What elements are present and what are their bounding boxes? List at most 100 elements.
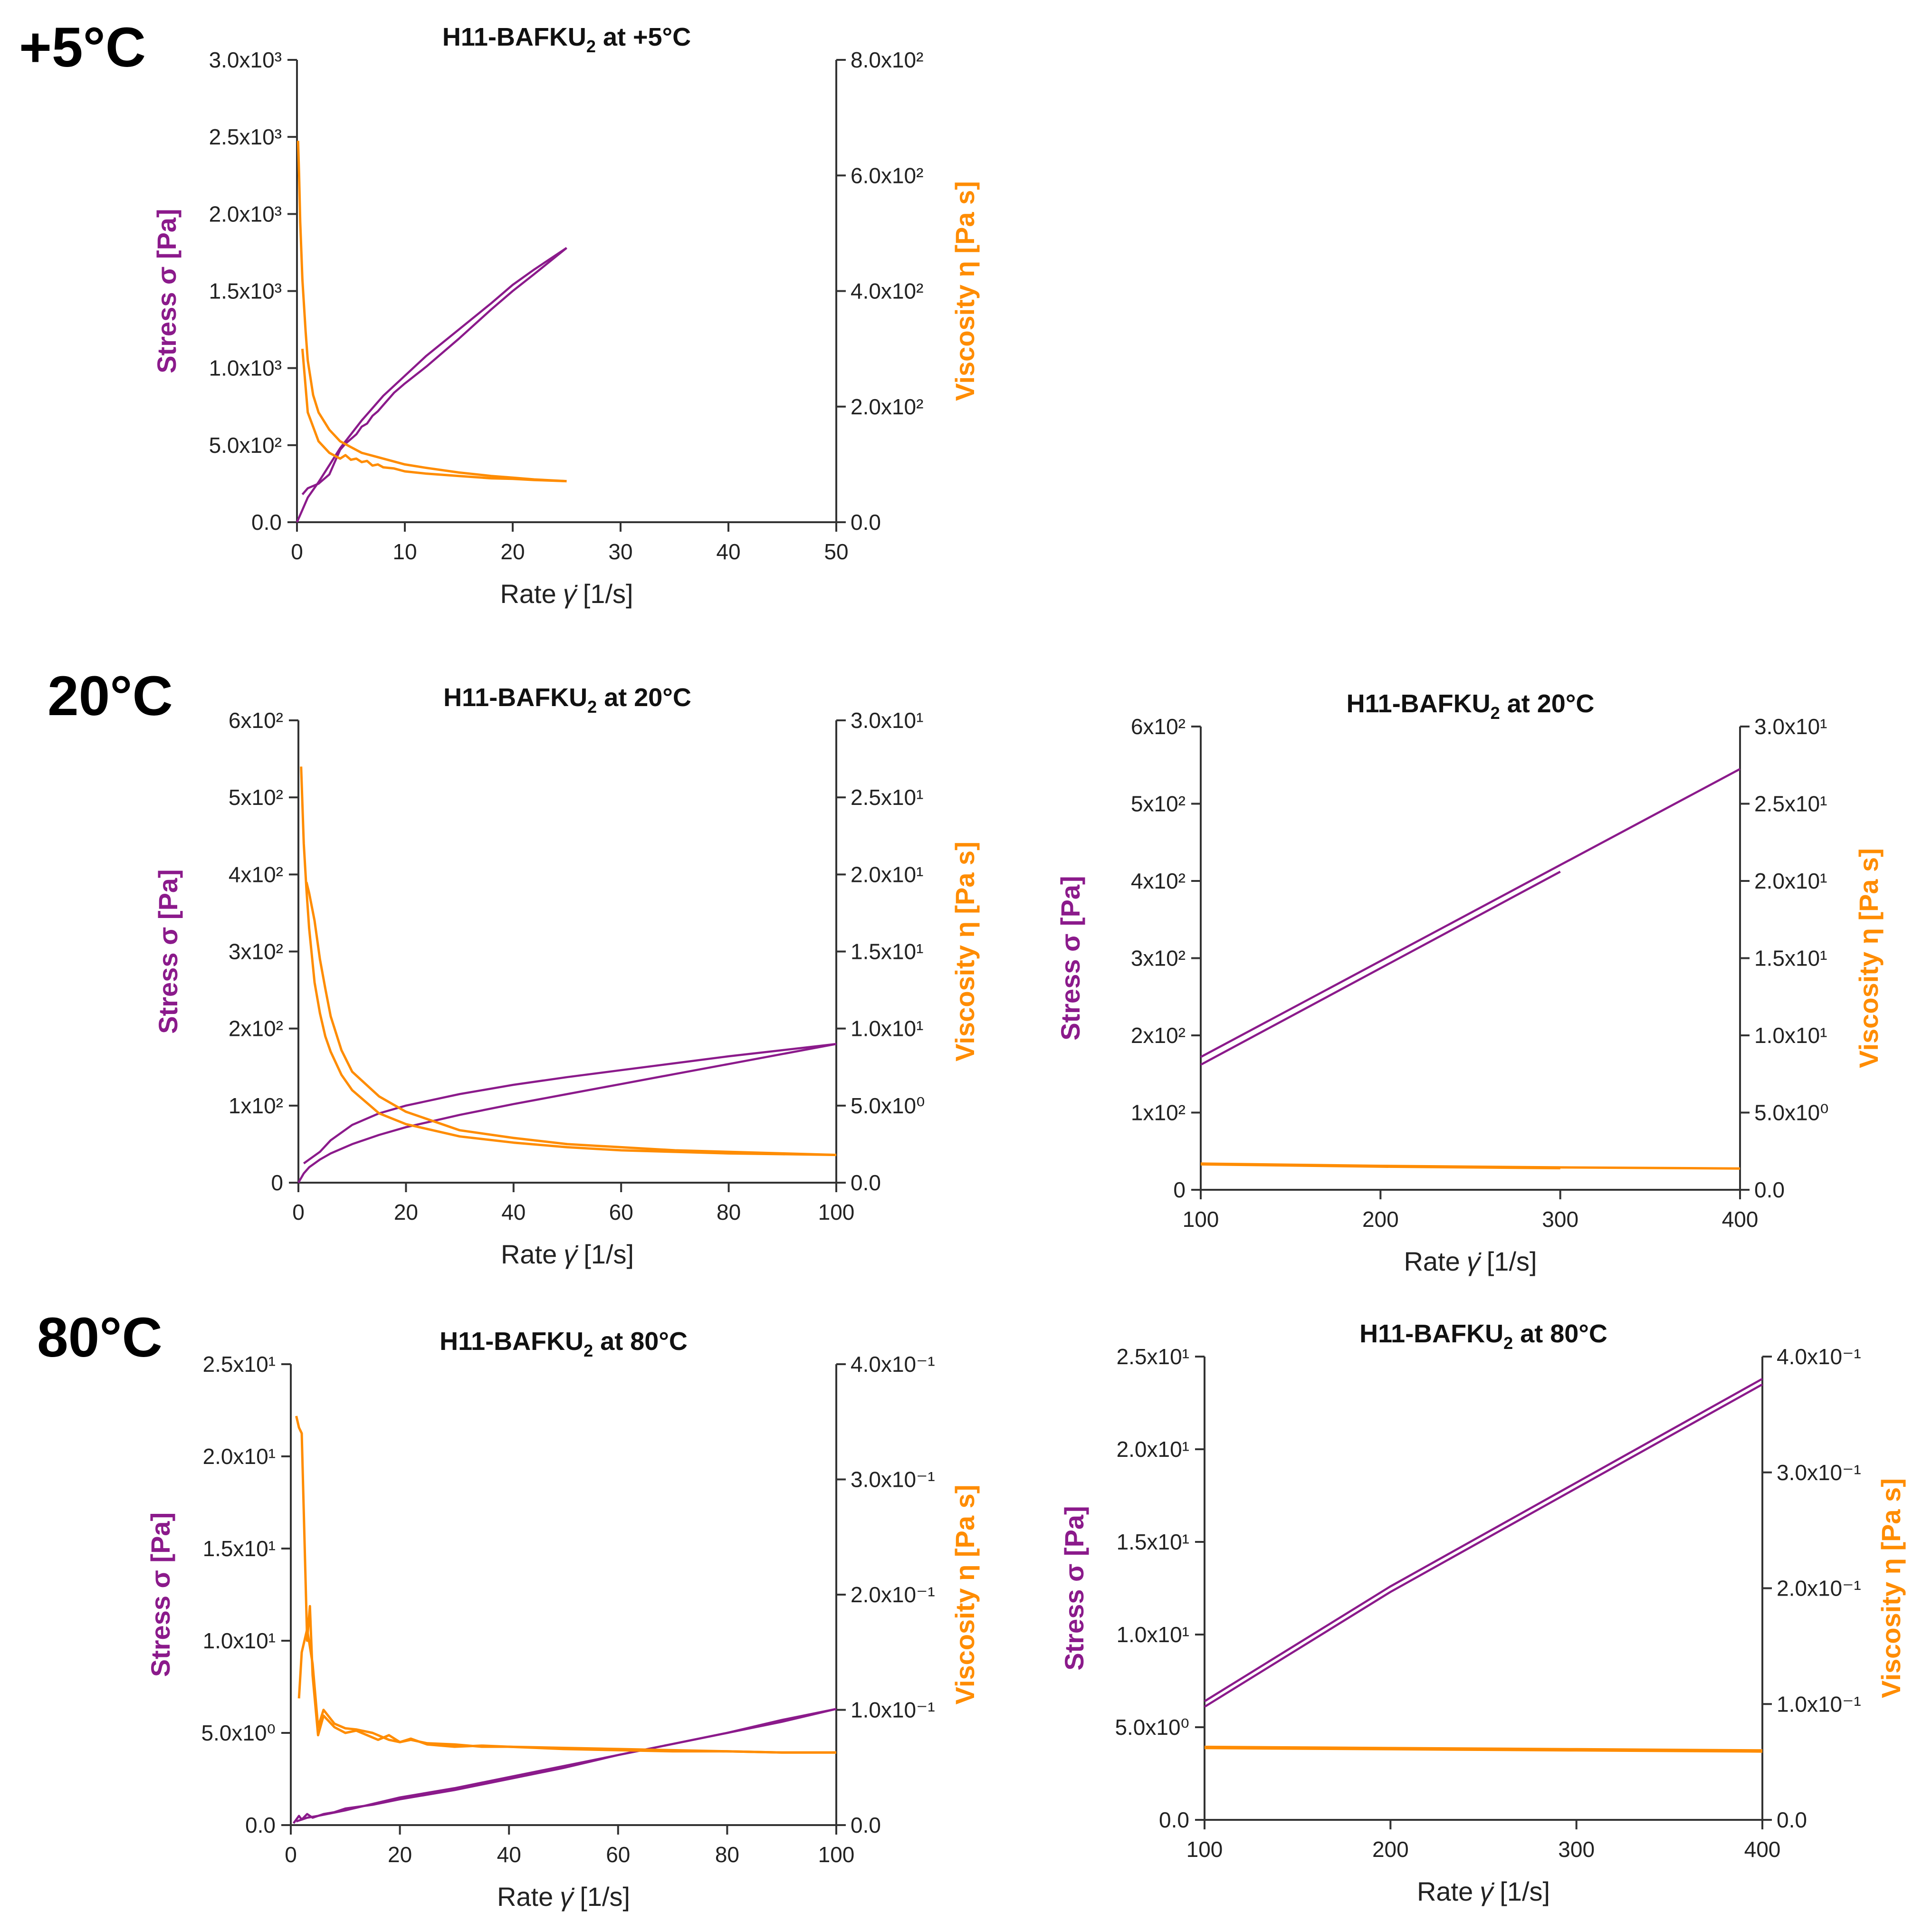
x-tick-label: 0 (292, 1200, 305, 1224)
y-tick-label: 3.0x10³ (209, 48, 282, 72)
chart-title: H11-BAFKU2 at 20°C (1347, 689, 1595, 723)
x-axis-label: Rate γ̇ [1/s] (500, 579, 633, 609)
y-tick-label: 2.5x10¹ (1117, 1344, 1189, 1369)
x-axis-label-symbol: γ̇ (1480, 1876, 1494, 1906)
title-suffix: at +5°C (596, 23, 691, 51)
x-tick-label: 100 (818, 1842, 855, 1867)
x-tick-label: 0 (285, 1842, 297, 1867)
y-tick-label: 5.0x10² (209, 433, 282, 458)
chart-panel-4: 0 20 40 60 80 100 0.0 5.0x10⁰ 1.0x10¹ 1.5x10¹ 2.0x… (145, 1327, 980, 1912)
y-tick-label: 2.5x10³ (209, 124, 282, 149)
y2-axis-label: Viscosity η [Pa s] (1854, 848, 1884, 1068)
y2-tick-label: 2.0x10⁻¹ (1777, 1576, 1861, 1601)
x-tick-label: 200 (1372, 1837, 1409, 1862)
title-subscript: 2 (587, 697, 597, 717)
y-tick-label: 6x10² (1131, 714, 1186, 739)
x-tick-label: 0 (291, 539, 303, 564)
x-tick-label: 30 (608, 539, 632, 564)
temp-label-80c: 80°C (37, 1306, 163, 1369)
y-tick-label: 1.5x10¹ (203, 1536, 276, 1561)
y-tick-label: 4x10² (229, 862, 283, 887)
y2-tick-label: 8.0x10² (851, 48, 923, 72)
x-axis-label-unit: [1/s] (1487, 1246, 1537, 1276)
x-tick-label: 300 (1558, 1837, 1595, 1862)
y-tick-label: 5x10² (229, 785, 283, 810)
x-axis-label: Rate γ̇ [1/s] (497, 1882, 630, 1912)
y-axis-label: Stress σ [Pa] (1055, 876, 1085, 1040)
x-tick-label: 20 (388, 1842, 412, 1867)
y2-axis-label: Viscosity η [Pa s] (950, 842, 980, 1062)
y2-tick-label: 0.0 (851, 1170, 881, 1195)
temp-label-5c: +5°C (19, 16, 146, 79)
title-main: H11-BAFKU (1359, 1320, 1503, 1348)
y2-tick-label: 1.0x10⁻¹ (1777, 1692, 1861, 1716)
y-tick-label: 1x10² (1131, 1100, 1186, 1125)
x-axis-label-text: Rate (1404, 1246, 1460, 1276)
title-suffix: at 20°C (1500, 689, 1595, 718)
stress-series-down (296, 1708, 837, 1823)
y-tick-label: 4x10² (1131, 869, 1186, 893)
y-tick-label: 1.5x10¹ (1117, 1530, 1189, 1554)
y2-tick-label: 5.0x10⁰ (851, 1093, 925, 1118)
temp-label-20c: 20°C (48, 665, 173, 727)
title-suffix: at 20°C (597, 683, 691, 712)
x-axis-label-unit: [1/s] (580, 1882, 630, 1912)
y-tick-label: 5.0x10⁰ (201, 1721, 276, 1745)
title-main: H11-BAFKU (442, 23, 586, 51)
x-tick-label: 60 (606, 1842, 630, 1867)
y2-tick-label: 1.0x10¹ (851, 1016, 923, 1041)
y-tick-label: 0.0 (1159, 1808, 1189, 1832)
y-tick-label: 3x10² (1131, 946, 1186, 971)
stress-series-down (303, 1043, 837, 1165)
y-tick-label: 2.5x10¹ (203, 1352, 276, 1377)
viscosity-series-down (1204, 1747, 1763, 1753)
title-suffix: at 80°C (1513, 1320, 1607, 1348)
y-tick-label: 2.0x10¹ (1117, 1437, 1189, 1462)
y2-tick-label: 2.0x10⁻¹ (851, 1582, 935, 1607)
stress-series-up (1200, 768, 1741, 1058)
x-axis-label-text: Rate (501, 1239, 557, 1269)
x-tick-label: 200 (1362, 1207, 1399, 1232)
y2-tick-label: 1.0x10⁻¹ (851, 1698, 935, 1722)
title-main: H11-BAFKU (1347, 689, 1491, 718)
chart-panel-2: 0 20 40 60 80 100 0 1x10² 2x10² 3x10² 4x10² 5x10² 6x… (153, 683, 980, 1269)
y-tick-label: 1.0x10¹ (203, 1628, 276, 1653)
y-axis-label: Stress σ [Pa] (152, 209, 182, 373)
y-tick-label: 1.5x10³ (209, 279, 282, 304)
x-tick-label: 80 (715, 1842, 739, 1867)
y-tick-label: 2x10² (1131, 1023, 1186, 1048)
y-tick-label: 2.0x10³ (209, 201, 282, 226)
x-axis-label-unit: [1/s] (583, 1239, 634, 1269)
y2-tick-label: 4.0x10² (851, 279, 923, 304)
x-tick-label: 40 (716, 539, 740, 564)
chart-title: H11-BAFKU2 at 80°C (1359, 1320, 1607, 1353)
chart-panel-1: 0 10 20 30 40 500.05.0x10²1.0x10³1.5x10³2.0x1… (152, 23, 980, 609)
y2-tick-label: 3.0x10¹ (1754, 714, 1827, 739)
x-axis-label-unit: [1/s] (583, 579, 633, 609)
stress-series-down (1200, 870, 1561, 1066)
y2-tick-label: 0.0 (1754, 1177, 1785, 1202)
x-axis-label-symbol: γ̇ (560, 1882, 574, 1912)
x-axis-label: Rate γ̇ [1/s] (1404, 1246, 1537, 1276)
viscosity-series-up (300, 766, 837, 1157)
y2-tick-label: 1.5x10¹ (851, 939, 923, 964)
x-tick-label: 400 (1744, 1837, 1781, 1862)
y2-tick-label: 4.0x10⁻¹ (851, 1352, 935, 1377)
x-tick-label: 300 (1542, 1207, 1578, 1232)
x-tick-label: 20 (394, 1200, 418, 1224)
x-axis-label-text: Rate (500, 579, 556, 609)
y2-axis-label: Viscosity η [Pa s] (950, 181, 980, 401)
y2-tick-label: 0.0 (851, 510, 881, 535)
x-tick-label: 80 (717, 1200, 741, 1224)
y-tick-label: 5x10² (1131, 792, 1186, 816)
viscosity-series-down (1200, 1163, 1560, 1169)
y2-tick-label: 2.0x10² (851, 394, 923, 419)
x-tick-label: 100 (1183, 1207, 1219, 1232)
y2-tick-label: 3.0x10⁻¹ (851, 1467, 935, 1492)
title-main: H11-BAFKU (440, 1327, 583, 1356)
y-tick-label: 2x10² (229, 1016, 283, 1041)
x-axis-label-text: Rate (497, 1882, 553, 1912)
x-axis-label-symbol: γ̇ (563, 579, 578, 609)
chart-title: H11-BAFKU2 at 80°C (440, 1327, 688, 1360)
